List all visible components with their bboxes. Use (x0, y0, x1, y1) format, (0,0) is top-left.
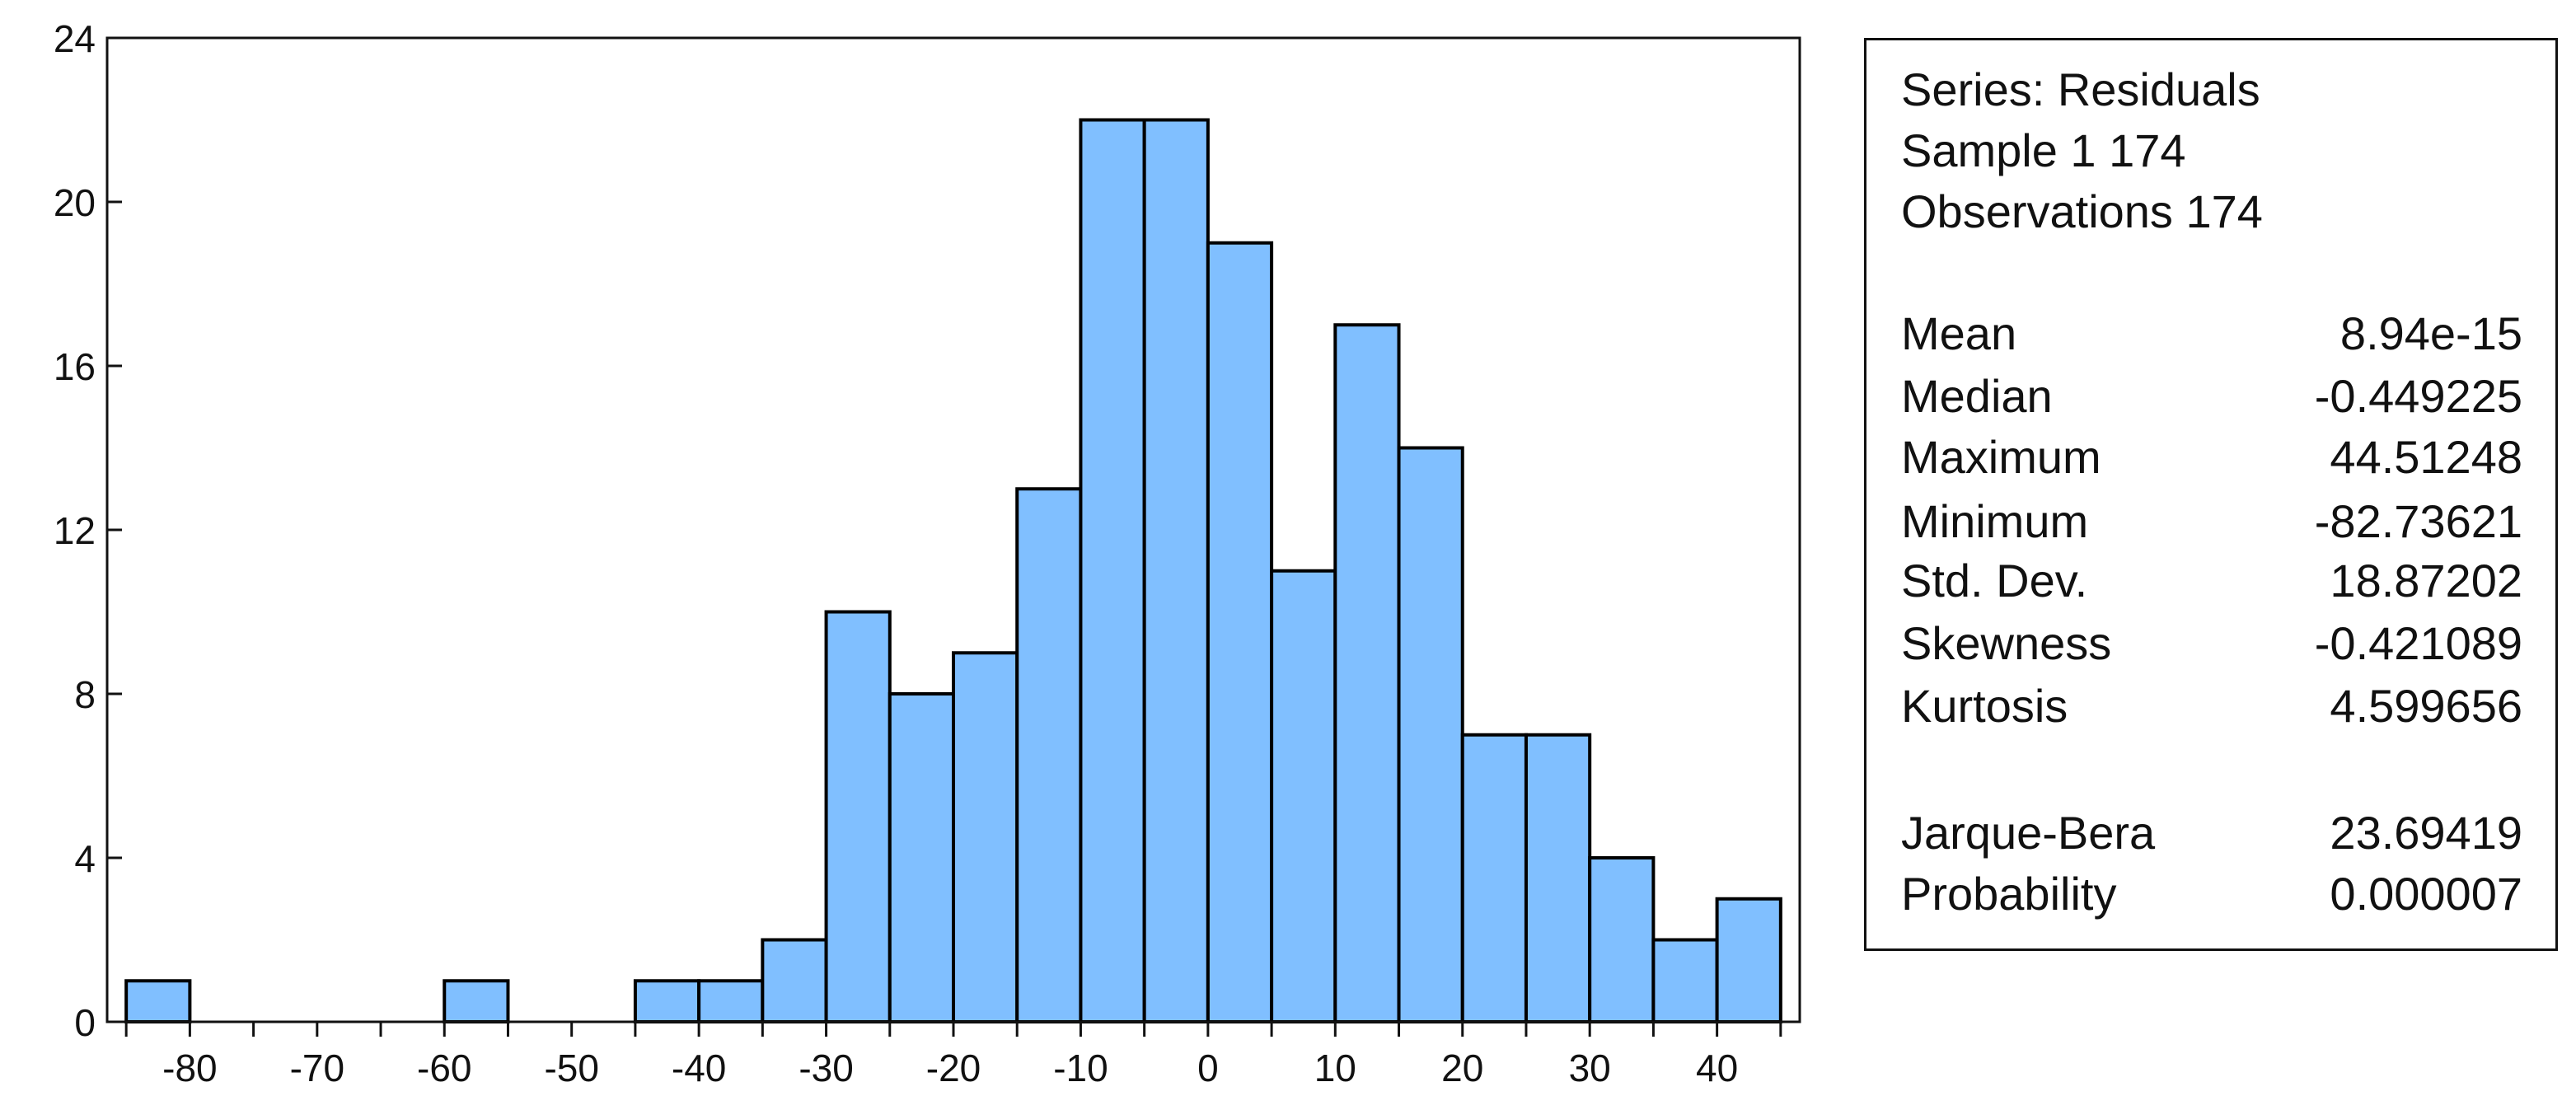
histogram-bar (1651, 938, 1719, 1023)
stat-row-maximum: Maximum 44.51248 (1901, 434, 2522, 485)
histogram-bar (952, 651, 1019, 1023)
stat-label: Median (1901, 370, 2053, 422)
y-axis: 0 4 8 12 16 20 24 (54, 17, 122, 1044)
stat-label: Kurtosis (1901, 680, 2068, 732)
stat-value: -82.73621 (2314, 495, 2522, 547)
y-tick-label: 12 (54, 509, 96, 552)
x-tick-label: -60 (417, 1047, 471, 1089)
x-tick-label: 0 (1197, 1047, 1219, 1089)
observations-count: Observations 174 (1901, 185, 2263, 237)
stat-value: 23.69419 (2330, 807, 2522, 859)
x-tick-label: -80 (162, 1047, 217, 1089)
stat-row-minimum: Minimum -82.73621 (1901, 499, 2522, 550)
stat-label: Maximum (1901, 431, 2101, 483)
histogram-bar (697, 979, 765, 1023)
y-tick-label: 4 (74, 837, 96, 880)
x-axis: -80 -70 -60 -50 -40 -30 -20 -10 0 10 20 30 40 (124, 1022, 1782, 1089)
histogram-bar (1460, 733, 1528, 1023)
bars-group (124, 118, 1782, 1023)
y-tick-label: 16 (54, 345, 96, 388)
stat-value: 0.000007 (2330, 868, 2522, 920)
stat-value: 8.94e-15 (2339, 307, 2522, 359)
histogram-bar (124, 979, 192, 1023)
histogram-bar (761, 938, 828, 1023)
histogram-bar (888, 692, 956, 1023)
histogram-chart: 0 4 8 12 16 20 24 -80 -70 -60 -50 -40 -30 -20 -10 0 10 2… (54, 17, 1801, 1089)
stat-value: 4.599656 (2330, 680, 2522, 732)
x-tick-label: -40 (672, 1047, 726, 1089)
stat-label: Probability (1901, 868, 2117, 920)
stat-row-median: Median -0.449225 (1901, 373, 2522, 424)
sample-range: Sample 1 174 (1901, 124, 2186, 176)
statistics-panel: Series: Residuals Sample 1 174 Observati… (1864, 38, 2558, 951)
y-tick-label: 8 (74, 673, 96, 716)
histogram-bar (1015, 487, 1083, 1023)
stat-value: 44.51248 (2330, 431, 2522, 483)
stat-row-skewness: Skewness -0.421089 (1901, 621, 2522, 672)
histogram-bar (1524, 733, 1592, 1023)
histogram-bar (1588, 856, 1656, 1023)
histogram-bar (443, 979, 510, 1023)
stat-label: Skewness (1901, 617, 2112, 669)
x-tick-label: -50 (544, 1047, 598, 1089)
histogram-bar (824, 610, 892, 1023)
x-tick-label: 10 (1314, 1047, 1356, 1089)
stat-label: Mean (1901, 307, 2017, 359)
x-tick-label: 20 (1441, 1047, 1483, 1089)
stat-value: -0.421089 (2314, 617, 2522, 669)
x-tick-label: -30 (799, 1047, 853, 1089)
stat-row-probability: Probability 0.000007 (1901, 871, 2522, 922)
histogram-bar (1142, 118, 1210, 1023)
x-tick-label: -70 (290, 1047, 344, 1089)
stat-row-jarque-bera: Jarque-Bera 23.69419 (1901, 810, 2522, 861)
stat-value: 18.87202 (2330, 555, 2522, 607)
histogram-bar (1397, 446, 1464, 1023)
x-tick-label: -10 (1053, 1047, 1108, 1089)
histogram-bar (1079, 118, 1146, 1023)
histogram-bar (1270, 569, 1337, 1023)
x-tick-label: 30 (1569, 1047, 1611, 1089)
histogram-bar (1333, 323, 1401, 1023)
histogram-bar (1715, 897, 1782, 1023)
y-tick-label: 20 (54, 181, 96, 224)
y-tick-label: 0 (74, 1001, 96, 1044)
stat-row-kurtosis: Kurtosis 4.599656 (1901, 683, 2522, 734)
stat-label: Jarque-Bera (1901, 807, 2156, 859)
stat-label: Minimum (1901, 495, 2089, 547)
x-tick-label: -20 (926, 1047, 981, 1089)
stat-value: -0.449225 (2314, 370, 2522, 422)
stat-label: Std. Dev. (1901, 555, 2088, 607)
y-tick-label: 24 (54, 17, 96, 60)
x-tick-label: 40 (1696, 1047, 1738, 1089)
histogram-bar (1206, 241, 1274, 1023)
histogram-bar (633, 979, 701, 1023)
series-name: Series: Residuals (1901, 63, 2260, 115)
stat-row-mean: Mean 8.94e-15 (1901, 311, 2522, 362)
stat-row-std-dev: Std. Dev. 18.87202 (1901, 558, 2522, 609)
